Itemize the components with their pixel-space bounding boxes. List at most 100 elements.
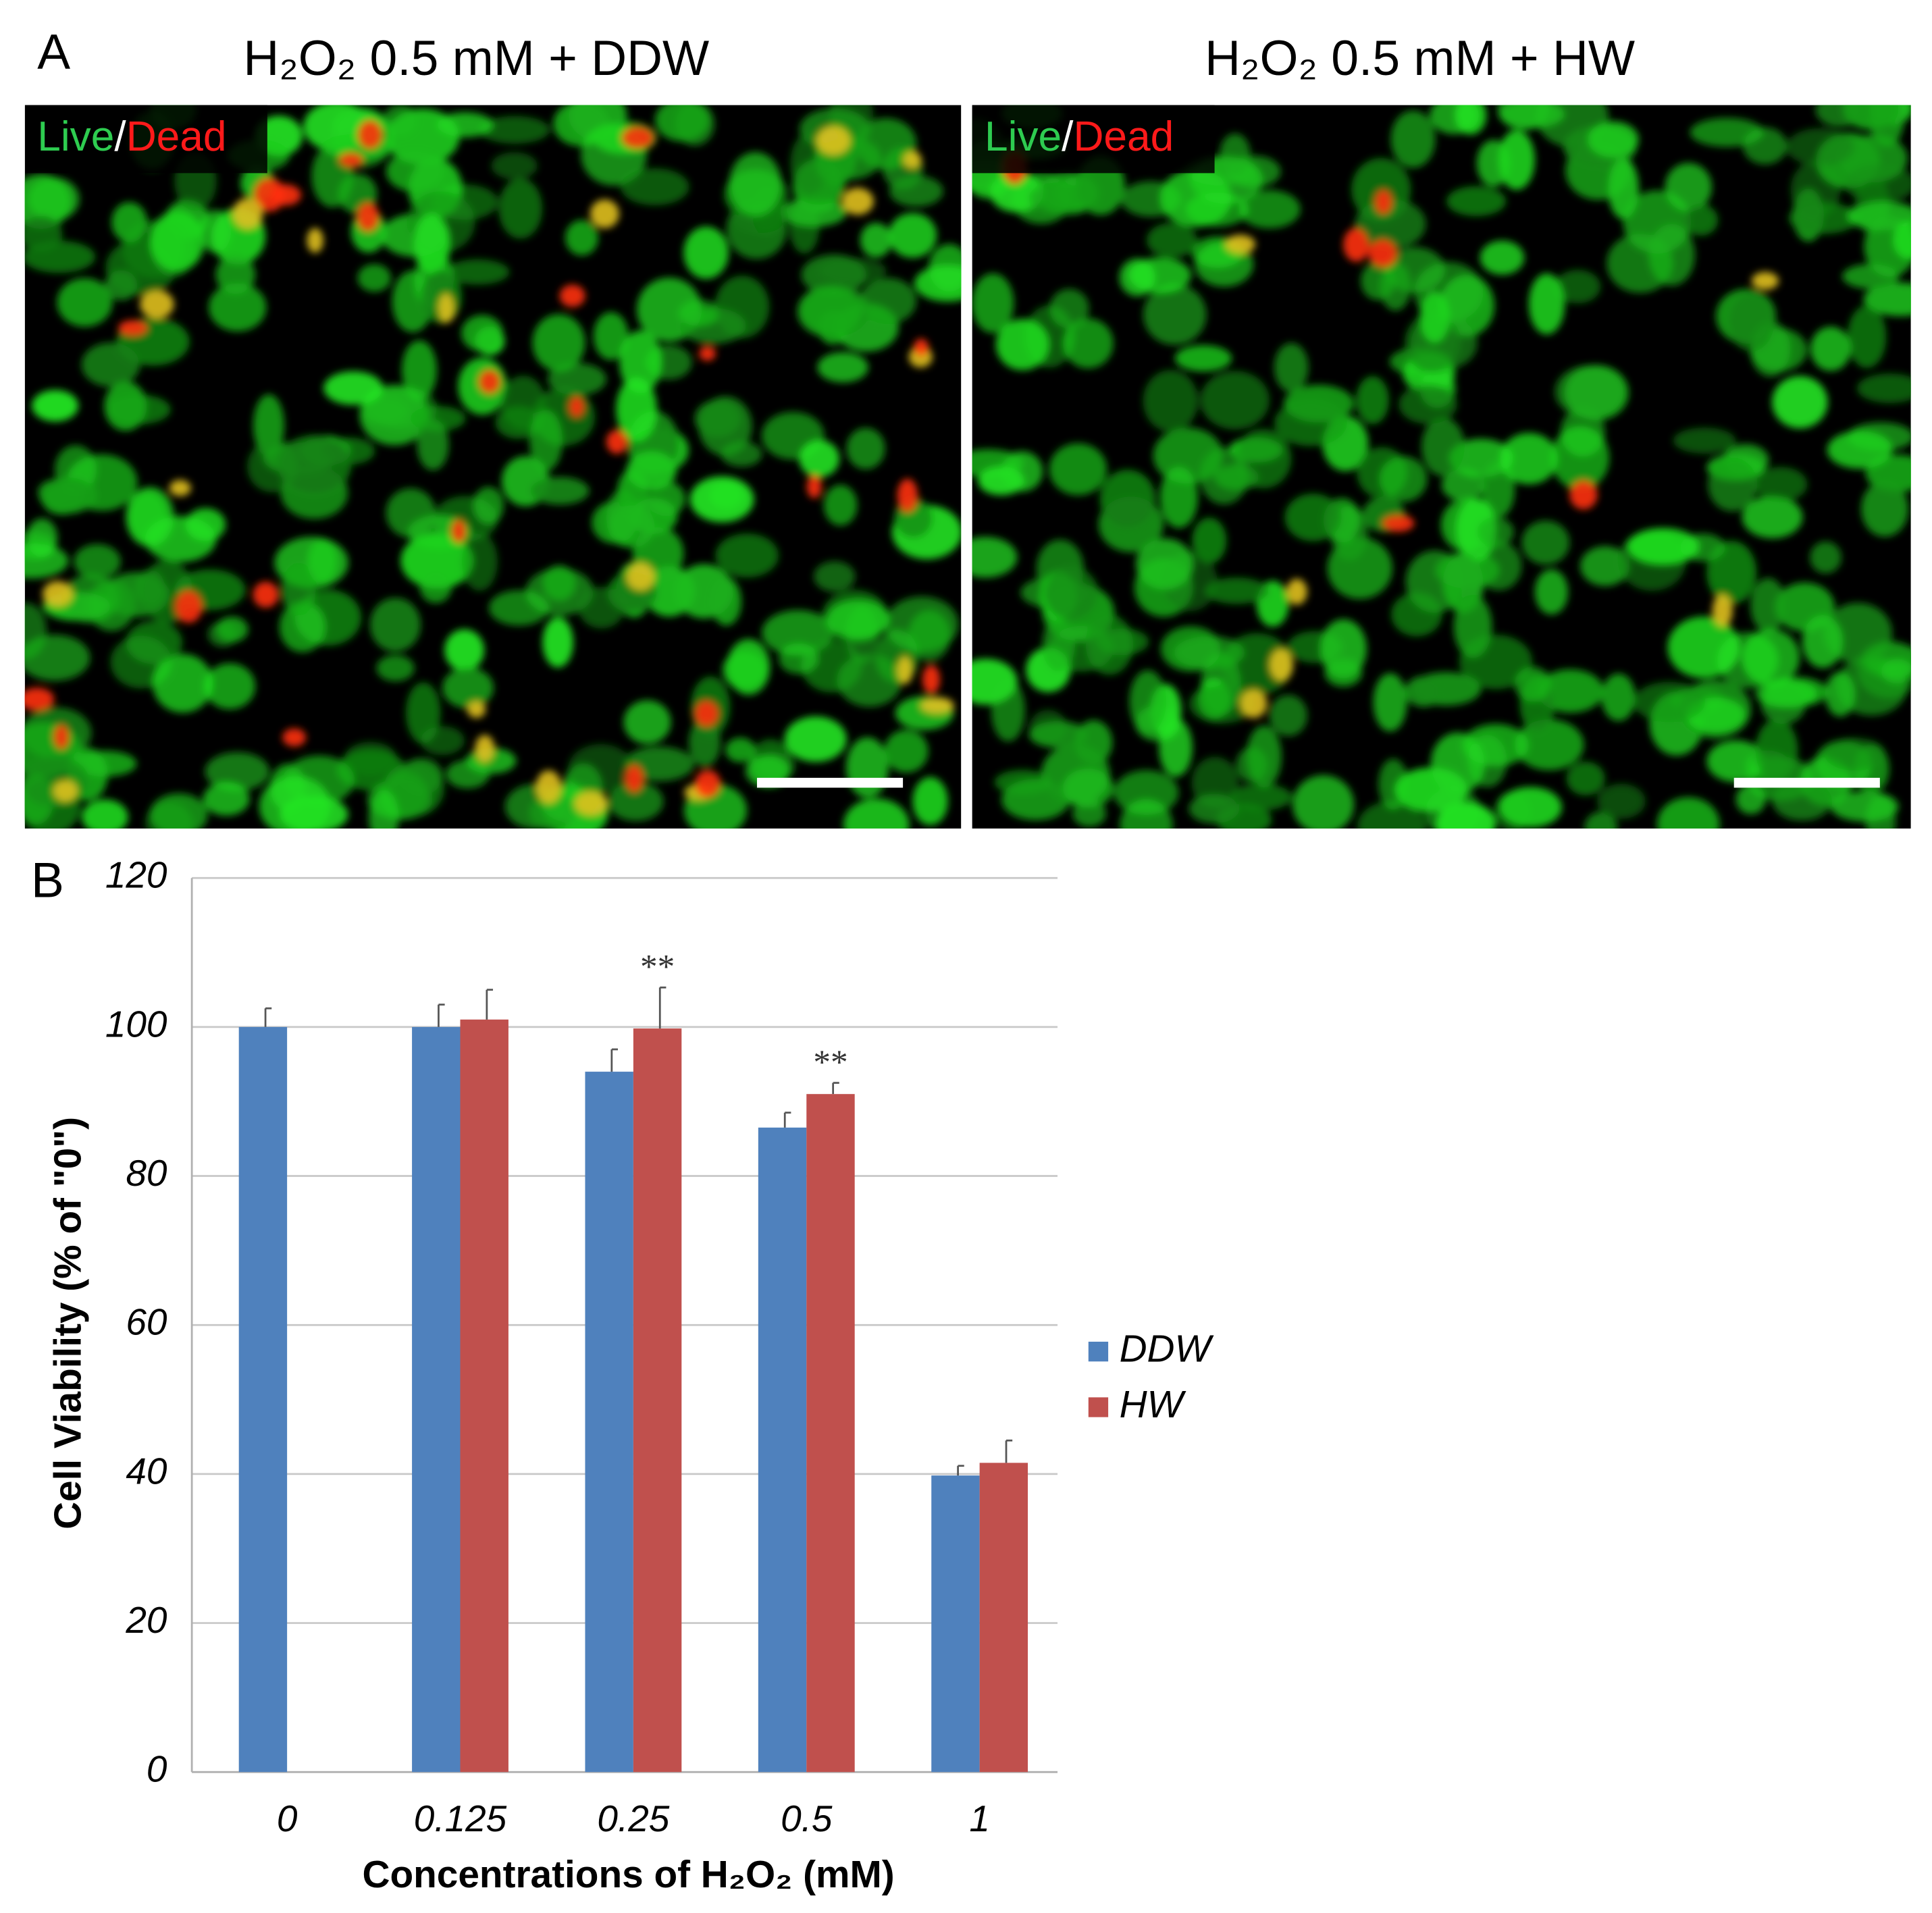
cell: [1453, 595, 1492, 658]
cell: [1788, 202, 1859, 234]
cell: [1482, 461, 1515, 518]
cell: [889, 176, 943, 207]
cell: [1500, 432, 1558, 485]
cell: [1042, 617, 1075, 671]
stain-label-box: [972, 105, 1215, 174]
cell: [1146, 222, 1197, 258]
cell: [1514, 719, 1584, 770]
stain-label-box: [24, 105, 267, 174]
dead-cell: [569, 396, 585, 417]
cell: [1893, 221, 1911, 259]
cell: [1357, 801, 1427, 829]
bar: [585, 1072, 633, 1773]
cell: [150, 211, 205, 271]
significance-label: **: [640, 948, 675, 987]
cell: [1049, 443, 1107, 496]
cell: [498, 178, 543, 239]
cell: [1269, 694, 1308, 737]
legend-swatch: [1088, 1397, 1109, 1417]
cell: [1633, 681, 1706, 723]
cell: [1199, 447, 1249, 505]
cell: [369, 789, 399, 829]
cell: [369, 598, 421, 652]
cell: [542, 617, 573, 668]
cell: [401, 340, 437, 400]
cell: [714, 276, 770, 338]
cell: [126, 621, 183, 664]
cell: [1772, 780, 1832, 821]
cell: [1043, 567, 1099, 621]
cell: [1390, 110, 1436, 168]
dead-cell: [53, 780, 78, 802]
cell: [1274, 342, 1309, 392]
cell: [1498, 130, 1535, 190]
cell: [461, 315, 504, 352]
bar: [979, 1463, 1028, 1773]
dead-cell: [922, 664, 941, 694]
bar: [806, 1094, 855, 1773]
cell: [1455, 498, 1497, 561]
cell: [1029, 183, 1085, 213]
cell: [797, 286, 862, 338]
cell: [1143, 369, 1199, 432]
cell: [145, 516, 217, 562]
cell: [1810, 326, 1851, 371]
cell: [608, 781, 664, 821]
cell: [39, 477, 96, 514]
x-tick-label: 1: [969, 1798, 990, 1839]
significance-label: **: [813, 1043, 847, 1082]
cell: [1159, 466, 1198, 528]
cell: [207, 621, 238, 647]
cell: [74, 544, 121, 579]
cell: [1844, 164, 1911, 203]
cell: [1830, 791, 1899, 822]
cell: [1356, 375, 1389, 425]
cell: [500, 375, 546, 430]
dead-cell: [806, 475, 822, 498]
cell: [1827, 431, 1893, 469]
cell: [694, 400, 741, 438]
x-tick-label: 0.25: [597, 1798, 669, 1839]
cell: [1810, 541, 1842, 574]
cell: [105, 269, 138, 300]
dead-cell: [357, 120, 383, 149]
cell: [619, 330, 662, 394]
cell: [386, 488, 436, 538]
cell: [1220, 133, 1251, 176]
cell: [1293, 775, 1355, 829]
y-tick-label: 20: [125, 1599, 167, 1641]
dead-cell: [1751, 271, 1779, 290]
cell: [1284, 493, 1342, 542]
cell: [344, 741, 397, 776]
cell: [1216, 804, 1272, 829]
dead-cell: [253, 581, 279, 608]
cell: [1588, 121, 1639, 158]
cell: [205, 752, 270, 791]
dead-cell: [282, 728, 307, 747]
cell: [411, 406, 466, 431]
legend-label: HW: [1120, 1384, 1187, 1426]
dead-cell: [625, 764, 644, 793]
cell: [1185, 192, 1249, 227]
cell: [827, 599, 890, 639]
cell: [82, 799, 128, 829]
cell: [1627, 528, 1700, 565]
bar: [412, 1026, 461, 1773]
cell: [1062, 768, 1114, 808]
cell: [710, 577, 742, 626]
error-bar: [438, 1003, 445, 1027]
cell: [1683, 204, 1719, 236]
cell: [568, 743, 634, 794]
cell: [1430, 732, 1485, 795]
cell: [1419, 291, 1450, 343]
panel-label: B: [31, 853, 64, 908]
dead-cell: [438, 293, 454, 323]
cell: [1564, 365, 1629, 421]
cell: [1742, 496, 1803, 539]
cell: [1480, 240, 1525, 275]
cell: [593, 312, 629, 361]
cell: [843, 798, 910, 829]
error-bar: [658, 987, 667, 1029]
cell: [1861, 481, 1909, 537]
cell: [1096, 628, 1149, 656]
